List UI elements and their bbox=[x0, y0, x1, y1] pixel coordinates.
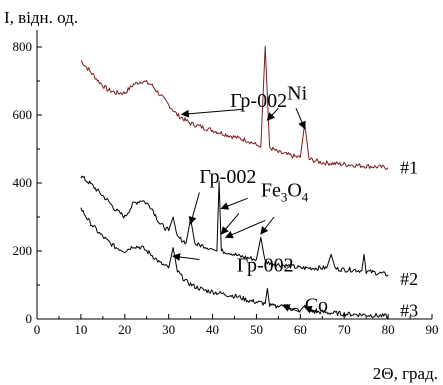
y-tick-label: 0 bbox=[26, 311, 33, 326]
axis-ticks: 0 10 20 30 40 50 60 70 80 90 0 200 400 600 800 bbox=[13, 39, 439, 337]
series-label: #2 bbox=[400, 269, 418, 289]
x-tick-label: 40 bbox=[206, 322, 219, 337]
annotation-arrow bbox=[220, 197, 248, 210]
annotation-label: Гр-002 bbox=[230, 90, 287, 112]
y-tick-label: 400 bbox=[13, 175, 33, 190]
annotation-arrow bbox=[303, 305, 319, 314]
x-tick-label: 30 bbox=[162, 322, 175, 337]
annotation-arrow bbox=[260, 216, 275, 235]
x-tick-label: 70 bbox=[338, 322, 351, 337]
series-label: #3 bbox=[400, 300, 418, 320]
x-axis-title: 2Θ, град. bbox=[373, 364, 438, 383]
annotation-arrow bbox=[295, 108, 306, 130]
x-tick-label: 80 bbox=[382, 322, 395, 337]
annotation-label: Ni bbox=[287, 83, 307, 105]
x-tick-label: 0 bbox=[34, 322, 41, 337]
annotation-arrow bbox=[180, 108, 244, 118]
annotation-arrow bbox=[281, 304, 301, 313]
annotation-arrow bbox=[224, 219, 266, 239]
annotation-arrow bbox=[266, 107, 279, 121]
y-axis-title: I, відн. од. bbox=[4, 8, 78, 27]
series-line-3 bbox=[80, 207, 389, 319]
annotation-arrows bbox=[172, 107, 319, 314]
annotation-label: Гр-002 bbox=[199, 166, 256, 188]
annotation-label: Гр-002 bbox=[237, 254, 294, 276]
annotation-arrow bbox=[172, 253, 200, 261]
x-tick-label: 60 bbox=[294, 322, 307, 337]
y-tick-label: 600 bbox=[13, 107, 33, 122]
annotation-arrow bbox=[220, 213, 240, 235]
annotation-arrow bbox=[188, 192, 200, 225]
annotation-label: Fe3O4 bbox=[261, 180, 309, 205]
y-tick-label: 200 bbox=[13, 243, 33, 258]
x-tick-label: 90 bbox=[426, 322, 439, 337]
x-tick-label: 20 bbox=[118, 322, 131, 337]
x-tick-label: 10 bbox=[74, 322, 87, 337]
annotation-label: Co bbox=[305, 295, 328, 317]
series-label: #1 bbox=[400, 158, 418, 178]
series-lines: #1 #2 #3 bbox=[80, 45, 418, 320]
series-line-1 bbox=[80, 45, 389, 170]
series-line-2 bbox=[80, 175, 389, 277]
y-tick-label: 800 bbox=[13, 39, 33, 54]
x-tick-label: 50 bbox=[250, 322, 263, 337]
